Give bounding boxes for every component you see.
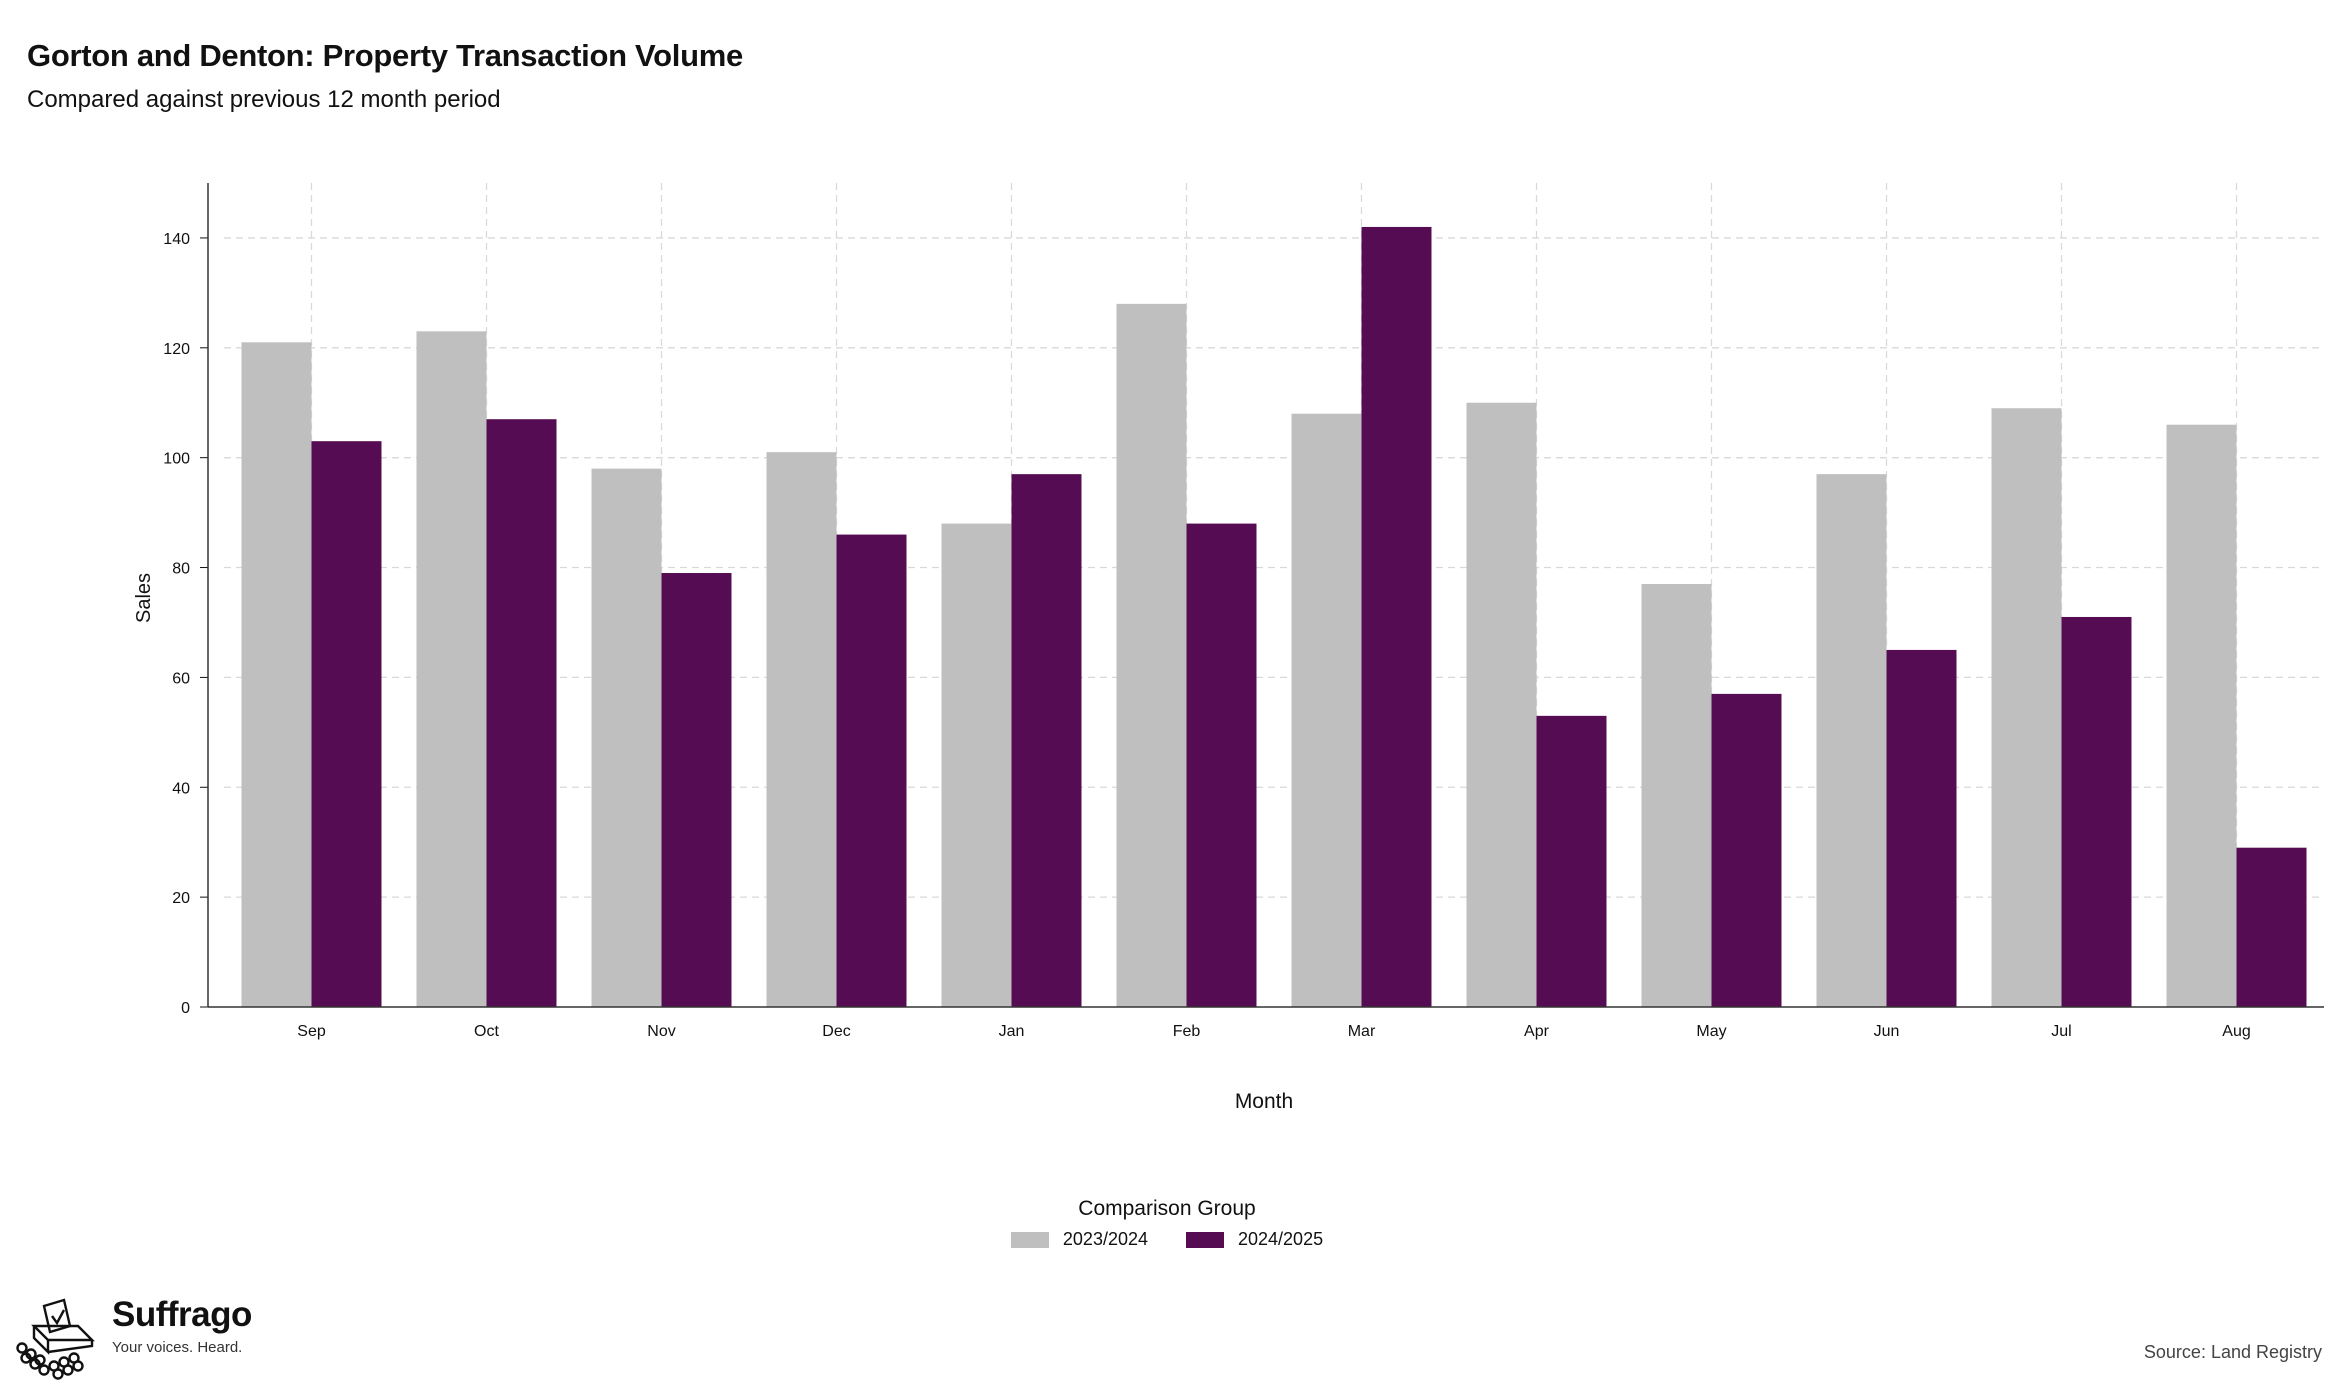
axes: 0 20 40 60 80 100 120 140 Sep Oct Nov Dec Jan Feb Mar A…: [163, 183, 2324, 1040]
bar-apr-2024-2025: [1536, 715, 1607, 1007]
y-tick-label: 60: [172, 670, 190, 687]
x-axis-label: Month: [1235, 1090, 1293, 1113]
x-tick-label: Mar: [1348, 1023, 1376, 1040]
ballot-box-icon: [16, 1298, 95, 1380]
bar-mar-2024-2025: [1361, 226, 1432, 1008]
bar-feb-2023-2024: [1116, 303, 1187, 1007]
bar-sep-2024-2025: [311, 441, 382, 1008]
bar-oct-2024-2025: [486, 419, 557, 1007]
bar-apr-2023-2024: [1466, 402, 1537, 1007]
bar-oct-2023-2024: [416, 331, 487, 1007]
bar-may-2024-2025: [1711, 693, 1782, 1007]
y-tick-label: 120: [163, 341, 190, 358]
bar-jan-2023-2024: [941, 523, 1012, 1007]
bar-aug-2024-2025: [2236, 847, 2307, 1007]
bar-nov-2023-2024: [591, 468, 662, 1007]
y-tick-label: 80: [172, 561, 190, 578]
y-tick-label: 0: [181, 1000, 190, 1017]
bar-may-2023-2024: [1641, 584, 1712, 1007]
brand-tagline: Your voices. Heard.: [112, 1338, 243, 1356]
bar-aug-2023-2024: [2166, 424, 2237, 1007]
x-tick-label: Jan: [999, 1023, 1025, 1040]
bar-jul-2024-2025: [2061, 616, 2132, 1007]
x-tick-label: Feb: [1173, 1023, 1201, 1040]
source-note: Source: Land Registry: [2143, 1342, 2322, 1362]
legend-label: 2023/2024: [1062, 1229, 1148, 1249]
bar-mar-2023-2024: [1291, 413, 1362, 1008]
chart-title: Gorton and Denton: Property Transaction …: [27, 38, 743, 73]
legend-item-2024-2025: 2024/2025: [1186, 1229, 1323, 1250]
x-tick-label: Jul: [2051, 1023, 2071, 1040]
bar-jun-2024-2025: [1886, 649, 1957, 1007]
x-tick-label: Nov: [647, 1023, 675, 1040]
bar-nov-2024-2025: [661, 573, 732, 1007]
bar-dec-2023-2024: [766, 452, 837, 1007]
legend-label: 2024/2025: [1238, 1229, 1324, 1249]
legend: Comparison Group 2023/2024 2024/2025: [0, 1197, 2334, 1250]
legend-swatch: [1010, 1231, 1049, 1248]
x-tick-label: May: [1696, 1023, 1726, 1040]
legend-swatch: [1186, 1231, 1224, 1248]
y-tick-label: 100: [163, 451, 190, 468]
x-tick-label: Dec: [822, 1023, 850, 1040]
x-tick-label: Apr: [1524, 1023, 1550, 1040]
x-tick-label: Sep: [297, 1023, 326, 1040]
legend-items: 2023/2024 2024/2025: [0, 1229, 2334, 1250]
bar-jul-2023-2024: [1991, 408, 2062, 1007]
brand-name: Suffrago: [112, 1295, 252, 1334]
bar-dec-2024-2025: [836, 534, 907, 1007]
bar-jun-2023-2024: [1816, 474, 1887, 1007]
bar-jan-2024-2025: [1011, 474, 1082, 1007]
y-tick-label: 140: [163, 231, 190, 248]
legend-item-2023-2024: 2023/2024: [1010, 1229, 1148, 1250]
bars: [241, 226, 2307, 1008]
x-tick-label: Aug: [2222, 1023, 2250, 1040]
bar-sep-2023-2024: [241, 342, 312, 1008]
legend-title: Comparison Group: [1078, 1197, 1256, 1220]
y-tick-label: 20: [172, 890, 190, 907]
y-axis-label: Sales: [133, 573, 155, 623]
x-tick-label: Oct: [474, 1023, 499, 1040]
x-tick-label: Jun: [1874, 1023, 1900, 1040]
chart-subtitle: Compared against previous 12 month perio…: [27, 86, 501, 113]
brand-logo-block: Suffrago Your voices. Heard.: [14, 1295, 252, 1382]
y-tick-label: 40: [172, 780, 190, 797]
bar-feb-2024-2025: [1186, 523, 1257, 1007]
